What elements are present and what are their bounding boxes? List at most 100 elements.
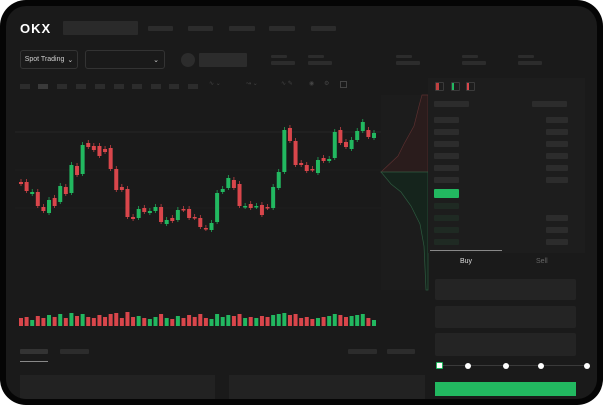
filter-button[interactable] bbox=[387, 349, 415, 354]
orderbook-amount bbox=[546, 141, 568, 147]
volume-bar bbox=[58, 314, 63, 326]
okx-logo[interactable]: OKX bbox=[20, 21, 52, 36]
timeframe-button[interactable] bbox=[188, 84, 198, 89]
tab-buy[interactable]: Buy bbox=[460, 258, 473, 265]
orderbook-price[interactable] bbox=[434, 203, 459, 209]
volume-bar bbox=[338, 315, 343, 326]
nav-item[interactable] bbox=[148, 26, 173, 31]
volume-bar bbox=[170, 319, 175, 326]
draw-icon[interactable]: ∿ ✎ bbox=[281, 81, 293, 87]
timeframe-button[interactable] bbox=[76, 84, 86, 89]
amount-input[interactable] bbox=[435, 306, 576, 328]
orderbook-price[interactable] bbox=[434, 239, 459, 245]
volume-bar bbox=[35, 316, 40, 326]
volume-bar bbox=[349, 316, 354, 326]
volume-bar bbox=[332, 314, 337, 326]
slider-stop[interactable] bbox=[584, 363, 590, 369]
orderbook-price[interactable] bbox=[434, 165, 459, 171]
camera-icon[interactable]: ◉ bbox=[309, 81, 315, 87]
candle bbox=[153, 207, 158, 211]
orderbook-price[interactable] bbox=[434, 129, 459, 135]
orderbook-bids-icon[interactable] bbox=[451, 82, 460, 91]
candle bbox=[114, 169, 119, 190]
orderbook-amount bbox=[546, 129, 568, 135]
volume-bar bbox=[108, 314, 113, 326]
last-price[interactable] bbox=[434, 189, 459, 198]
stat-label bbox=[308, 55, 324, 58]
candle bbox=[321, 158, 326, 161]
orderbook-amount bbox=[546, 215, 568, 221]
timeframe-button[interactable] bbox=[20, 84, 30, 89]
volume-bar bbox=[69, 313, 74, 326]
orderbook-price[interactable] bbox=[434, 117, 459, 123]
timeframe-button[interactable] bbox=[169, 84, 179, 89]
candle bbox=[293, 141, 298, 165]
volume-bar bbox=[91, 318, 96, 326]
candle bbox=[315, 160, 320, 173]
fullscreen-icon[interactable] bbox=[340, 81, 347, 88]
candle bbox=[147, 211, 152, 213]
slider-handle[interactable] bbox=[436, 362, 443, 369]
timeframe-button[interactable] bbox=[132, 84, 142, 89]
tab-open-orders[interactable] bbox=[20, 349, 48, 354]
volume-bar bbox=[24, 317, 29, 326]
volume-bar bbox=[355, 315, 360, 326]
candle bbox=[103, 149, 108, 152]
tab-sell[interactable]: Sell bbox=[536, 258, 548, 265]
nav-item[interactable] bbox=[311, 26, 336, 31]
candle bbox=[119, 187, 124, 190]
candlestick-chart[interactable] bbox=[6, 6, 597, 399]
orderbook-price[interactable] bbox=[434, 101, 469, 107]
slider-stop[interactable] bbox=[538, 363, 544, 369]
chart-type-icon[interactable]: ∿ ⌄ bbox=[209, 81, 221, 87]
slider-stop[interactable] bbox=[503, 363, 509, 369]
slider-track[interactable] bbox=[439, 365, 589, 366]
orderbook-price[interactable] bbox=[434, 153, 459, 159]
candle bbox=[327, 159, 332, 161]
volume-bar bbox=[63, 318, 68, 326]
nav-item[interactable] bbox=[269, 26, 295, 31]
indicator-icon[interactable]: ↝ ⌄ bbox=[246, 81, 258, 87]
timeframe-button[interactable] bbox=[114, 84, 124, 89]
candle bbox=[41, 207, 46, 211]
volume-bar bbox=[119, 318, 124, 326]
orderbook-amount bbox=[546, 239, 568, 245]
slider-stop[interactable] bbox=[465, 363, 471, 369]
volume-bar bbox=[220, 317, 225, 326]
timeframe-button[interactable] bbox=[151, 84, 161, 89]
volume-bar bbox=[30, 320, 35, 326]
timeframe-button[interactable] bbox=[57, 84, 67, 89]
filter-button[interactable] bbox=[348, 349, 377, 354]
buy-button[interactable] bbox=[435, 382, 576, 396]
volume-bar bbox=[360, 314, 365, 326]
orderbook-asks-icon[interactable] bbox=[466, 82, 475, 91]
tab-order-history[interactable] bbox=[60, 349, 89, 354]
orderbook-both-icon[interactable] bbox=[435, 82, 444, 91]
orderbook-price[interactable] bbox=[434, 215, 459, 221]
volume-bar bbox=[209, 319, 214, 326]
orderbook-price[interactable] bbox=[434, 227, 459, 233]
candle bbox=[164, 220, 169, 224]
candle bbox=[175, 210, 180, 220]
timeframe-button[interactable] bbox=[95, 84, 105, 89]
volume-bar bbox=[243, 318, 248, 326]
orderbook-price[interactable] bbox=[434, 177, 459, 183]
search-bar[interactable] bbox=[63, 21, 138, 35]
chevron-down-icon: ⌄ bbox=[153, 56, 159, 64]
nav-item[interactable] bbox=[188, 26, 213, 31]
orderbook-price[interactable] bbox=[434, 141, 459, 147]
total-input[interactable] bbox=[435, 333, 576, 356]
spot-trading-dropdown[interactable]: Spot Trading ⌄ bbox=[20, 50, 78, 69]
candle bbox=[343, 142, 348, 147]
candle bbox=[332, 132, 337, 158]
timeframe-button[interactable] bbox=[38, 84, 48, 89]
price-input[interactable] bbox=[435, 279, 576, 300]
pair-select[interactable]: ⌄ bbox=[85, 50, 165, 69]
volume-bar bbox=[159, 314, 164, 326]
settings-icon[interactable]: ⚙ bbox=[324, 81, 330, 87]
candle bbox=[63, 187, 68, 194]
nav-item[interactable] bbox=[229, 26, 255, 31]
app-screen: OKX Spot Trading ⌄ ⌄ ∿ ⌄ ↝ ⌄ ∿ ✎ ◉ ⚙ bbox=[6, 6, 597, 399]
candle bbox=[91, 146, 96, 150]
candle bbox=[220, 189, 225, 192]
